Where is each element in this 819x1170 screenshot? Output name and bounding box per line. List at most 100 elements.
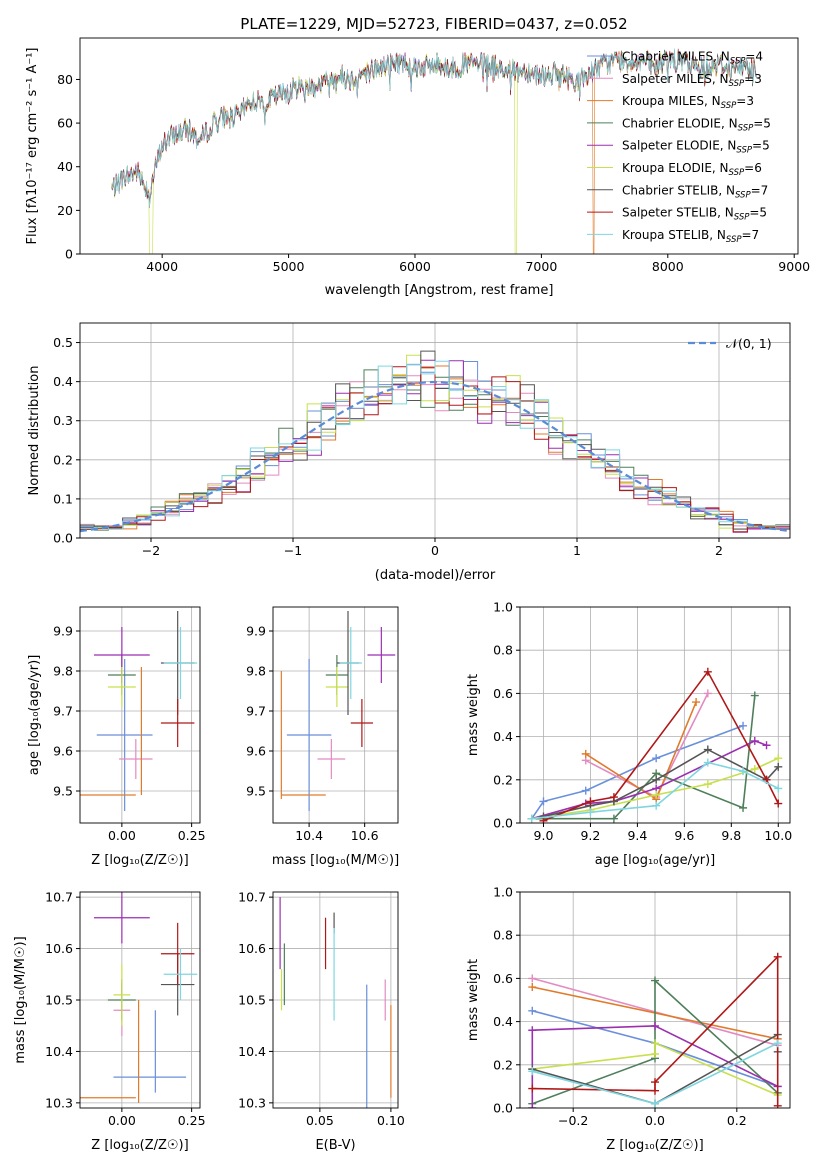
y-tick-label: 10.7 bbox=[45, 890, 73, 905]
data-marker bbox=[652, 801, 661, 810]
y-tick-label: 0.4 bbox=[493, 729, 513, 744]
y-tick-label: 10.3 bbox=[45, 1095, 73, 1110]
mass-vs-ebv-axes: 0.05 0.10 10.3 10.4 10.5 10.6 10.7 E(B-V) bbox=[238, 890, 405, 1153]
mass-vs-Z-plot bbox=[80, 892, 198, 1103]
axes-frame bbox=[79, 606, 201, 824]
spectrum-legend: Chabrier MILES, NSSP=4 Salpeter MILES, NS… bbox=[587, 50, 771, 245]
y-tick-label: 1.0 bbox=[493, 885, 513, 900]
errorbar-point bbox=[367, 627, 396, 683]
data-marker bbox=[651, 1039, 659, 1048]
data-marker bbox=[739, 767, 748, 776]
y-tick-label: 0.3 bbox=[53, 413, 73, 428]
y-tick-label: 9.5 bbox=[246, 784, 266, 799]
legend-subscript: SSP bbox=[738, 123, 754, 133]
data-marker bbox=[750, 691, 759, 700]
data-marker bbox=[773, 952, 782, 961]
errorbar-point bbox=[286, 659, 332, 811]
x-tick-label: 9.6 bbox=[674, 828, 694, 843]
y-tick-label: 40 bbox=[57, 159, 73, 174]
legend-count: =5 bbox=[753, 116, 771, 130]
data-marker bbox=[762, 741, 771, 750]
y-axis-label: age [log₁₀(age/yr)] bbox=[27, 655, 42, 776]
data-marker bbox=[528, 1067, 537, 1076]
errorbar-point bbox=[96, 659, 153, 811]
y-tick-label: 9.9 bbox=[246, 624, 266, 639]
x-axis-label: mass [log₁₀(M/M☉)] bbox=[272, 853, 399, 868]
legend-entry: Kroupa ELODIE, NSSP=6 bbox=[622, 161, 762, 178]
x-tick-label: 9.4 bbox=[627, 828, 647, 843]
data-marker bbox=[774, 762, 783, 771]
y-tick-label: 10.6 bbox=[238, 941, 266, 956]
histogram-kroupa-stelib bbox=[80, 360, 790, 530]
legend-subscript: SSP bbox=[721, 101, 737, 111]
legend-count: =3 bbox=[736, 94, 754, 108]
y-axis-label: mass weight bbox=[466, 959, 481, 1041]
x-tick-label: 9.2 bbox=[580, 828, 600, 843]
mass-weight-vs-Z-plot bbox=[528, 952, 782, 1108]
data-marker bbox=[528, 1006, 537, 1015]
data-marker bbox=[750, 765, 759, 773]
legend-subscript: SSP bbox=[736, 146, 752, 156]
data-marker bbox=[528, 1084, 537, 1093]
data-marker bbox=[703, 758, 712, 767]
x-tick-label: 0.00 bbox=[108, 1113, 136, 1128]
y-tick-label: 9.7 bbox=[53, 704, 73, 719]
y-tick-label: 0.2 bbox=[53, 452, 73, 467]
legend-entry: Chabrier STELIB, NSSP=7 bbox=[622, 183, 768, 200]
legend-entry: Chabrier MILES, NSSP=4 bbox=[622, 50, 763, 67]
y-tick-label: 9.9 bbox=[53, 624, 73, 639]
data-marker bbox=[739, 803, 748, 812]
legend-entry: Salpeter MILES, NSSP=3 bbox=[622, 72, 762, 89]
histogram-salpeter-stelib bbox=[80, 366, 790, 533]
x-tick-label: 9.0 bbox=[534, 828, 554, 843]
x-axis-label: (data-model)/error bbox=[375, 568, 496, 583]
legend-entry: Salpeter STELIB, NSSP=5 bbox=[622, 206, 767, 223]
x-tick-label: 8000 bbox=[652, 259, 684, 274]
errorbar-point bbox=[339, 627, 362, 699]
legend-entry: Salpeter ELODIE, NSSP=5 bbox=[622, 139, 770, 156]
data-marker bbox=[774, 799, 783, 808]
y-tick-label: 0.8 bbox=[493, 928, 513, 943]
y-tick-label: 0.6 bbox=[493, 971, 513, 986]
x-tick-label: 5000 bbox=[273, 259, 305, 274]
data-marker bbox=[539, 797, 548, 806]
y-tick-label: 0.0 bbox=[493, 816, 513, 831]
y-tick-label: 0 bbox=[65, 247, 73, 262]
y-tick-label: 0.6 bbox=[493, 686, 513, 701]
x-tick-label: 0.00 bbox=[108, 828, 136, 843]
data-marker bbox=[651, 1050, 659, 1058]
x-axis-label: Z [log₁₀(Z/Z☉)] bbox=[91, 853, 188, 868]
y-tick-label: 20 bbox=[57, 203, 73, 218]
legend-subscript: SSP bbox=[726, 235, 742, 245]
errorbar-point bbox=[107, 667, 136, 707]
y-tick-label: 10.3 bbox=[238, 1095, 266, 1110]
age-vs-mass-plot bbox=[280, 611, 396, 811]
x-tick-label: −0.2 bbox=[558, 1113, 588, 1128]
x-tick-label: 0.0 bbox=[645, 1113, 665, 1128]
legend-count: =5 bbox=[752, 139, 770, 153]
y-tick-label: 0.8 bbox=[493, 643, 513, 658]
series-line-kroupa-stelib bbox=[531, 761, 779, 820]
data-marker bbox=[651, 1099, 659, 1108]
y-tick-label: 0.2 bbox=[493, 1057, 513, 1072]
errorbar-point bbox=[317, 739, 346, 779]
mass-weight-vs-Z-axes: −0.2 0.0 0.2 0.0 0.2 0.4 0.6 0.8 1.0 Z [log₁₀(Z/Z… bbox=[466, 885, 791, 1153]
axes-frame bbox=[79, 322, 791, 539]
y-tick-label: 0.4 bbox=[53, 374, 73, 389]
x-axis-label: Z [log₁₀(Z/Z☉)] bbox=[606, 1138, 703, 1153]
series-line-kroupa-elodie bbox=[531, 757, 779, 820]
age-vs-mass-axes: 10.4 10.6 9.5 9.6 9.7 9.8 9.9 mass [log₁₀(M/M☉)… bbox=[246, 606, 399, 868]
x-tick-label: 0.25 bbox=[178, 828, 206, 843]
data-marker bbox=[528, 1026, 537, 1035]
axes-frame bbox=[79, 37, 799, 255]
data-marker bbox=[652, 754, 661, 763]
legend-entry: Kroupa MILES, NSSP=3 bbox=[622, 94, 754, 111]
data-marker bbox=[703, 689, 712, 698]
y-tick-label: 0.4 bbox=[493, 1014, 513, 1029]
x-tick-label: 4000 bbox=[146, 259, 178, 274]
legend-entry: Kroupa STELIB, NSSP=7 bbox=[622, 228, 759, 245]
mass-vs-Z-axes: 0.00 0.25 10.3 10.4 10.5 10.6 10.7 Z [log₁₀(Z/Z… bbox=[13, 890, 206, 1153]
y-tick-label: 80 bbox=[57, 72, 73, 87]
y-tick-label: 0.0 bbox=[53, 531, 73, 546]
x-tick-label: 0.10 bbox=[377, 1113, 405, 1128]
